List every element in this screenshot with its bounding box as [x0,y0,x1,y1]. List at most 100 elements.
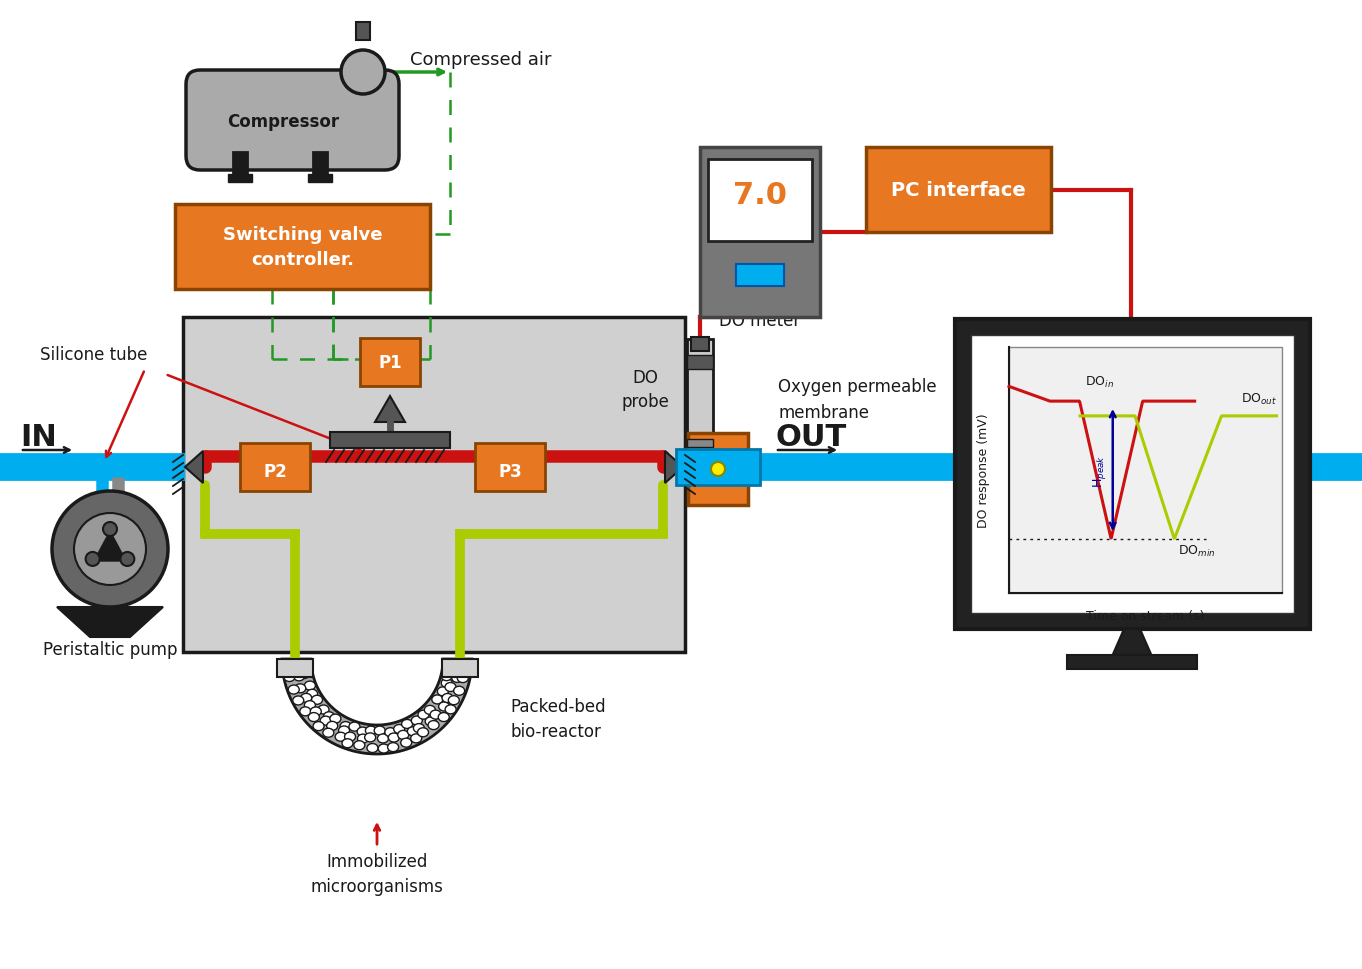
Ellipse shape [323,729,334,737]
Ellipse shape [407,727,418,736]
Text: Silicone tube: Silicone tube [39,346,147,363]
Text: Oxygen permeable
membrane: Oxygen permeable membrane [778,378,937,422]
Bar [240,444,311,491]
Bar [1066,655,1197,670]
Ellipse shape [398,731,409,739]
Bar [443,659,478,677]
Bar [691,337,710,352]
Ellipse shape [441,672,452,681]
Ellipse shape [441,679,452,688]
Ellipse shape [357,735,369,743]
Ellipse shape [443,694,454,703]
Bar [700,148,820,318]
Circle shape [86,552,99,566]
Bar [360,338,419,387]
Text: P3: P3 [498,462,522,481]
Polygon shape [185,452,203,484]
Bar [686,440,712,448]
Text: Packed-bed
bio-reactor: Packed-bed bio-reactor [509,698,606,740]
Ellipse shape [308,713,319,722]
Ellipse shape [298,660,309,670]
Ellipse shape [400,738,411,747]
Ellipse shape [320,716,331,726]
Bar [971,335,1294,613]
Circle shape [120,552,135,567]
Ellipse shape [432,695,443,704]
Text: DO meter: DO meter [719,312,801,329]
Ellipse shape [379,744,390,753]
Text: DO
probe: DO probe [621,369,669,411]
Ellipse shape [445,705,456,714]
Bar [686,340,712,470]
Text: DO$_{min}$: DO$_{min}$ [1178,544,1216,558]
Ellipse shape [414,724,425,733]
Bar [355,23,370,41]
Text: Compressor: Compressor [227,112,339,131]
Ellipse shape [459,665,470,673]
Bar [183,318,685,652]
Ellipse shape [437,687,448,696]
Bar [308,174,332,183]
Ellipse shape [339,726,350,735]
Ellipse shape [365,734,376,742]
Bar [735,266,785,287]
Ellipse shape [394,725,405,734]
Ellipse shape [312,696,323,704]
Ellipse shape [418,728,429,737]
Bar [676,450,760,485]
Ellipse shape [411,735,422,743]
Ellipse shape [313,722,324,731]
Bar [708,160,812,241]
Bar [693,453,707,464]
Ellipse shape [349,722,360,732]
Ellipse shape [306,690,317,699]
Text: PC interface: PC interface [891,181,1026,200]
Text: OUT: OUT [775,423,846,452]
Ellipse shape [418,710,429,719]
Ellipse shape [377,735,388,743]
Ellipse shape [283,672,294,682]
Ellipse shape [454,687,464,696]
Text: H$_{peak}$: H$_{peak}$ [1091,453,1107,487]
Circle shape [104,522,117,537]
Ellipse shape [375,727,385,735]
Text: 7.0: 7.0 [733,181,787,210]
FancyBboxPatch shape [187,71,399,171]
Ellipse shape [304,681,316,690]
Polygon shape [375,396,405,422]
Ellipse shape [317,705,330,714]
Bar [475,444,545,491]
Ellipse shape [293,663,304,672]
Circle shape [711,462,725,477]
Polygon shape [1110,629,1154,661]
Bar [688,433,748,506]
Ellipse shape [366,744,379,753]
Ellipse shape [458,673,469,683]
Ellipse shape [402,720,413,729]
Ellipse shape [385,728,396,737]
Text: Immobilized
microorganisms: Immobilized microorganisms [311,853,444,895]
Ellipse shape [289,685,300,695]
Ellipse shape [300,707,311,716]
Text: IN: IN [20,423,57,452]
Text: Time on stream (s): Time on stream (s) [1087,610,1204,622]
Text: DO$_{in}$: DO$_{in}$ [1084,375,1114,390]
Bar [276,659,313,677]
Ellipse shape [340,722,351,731]
Ellipse shape [282,665,294,674]
Ellipse shape [327,722,338,731]
Polygon shape [282,659,473,754]
Polygon shape [665,452,682,484]
Ellipse shape [425,717,436,726]
Ellipse shape [357,728,368,736]
Bar [233,153,247,176]
Text: Peristaltic pump: Peristaltic pump [42,641,177,658]
Ellipse shape [439,713,449,722]
Ellipse shape [445,683,456,692]
Ellipse shape [342,739,353,748]
Ellipse shape [444,660,455,670]
Ellipse shape [345,733,355,741]
Bar [313,153,327,176]
Ellipse shape [411,716,422,725]
Ellipse shape [335,733,346,741]
